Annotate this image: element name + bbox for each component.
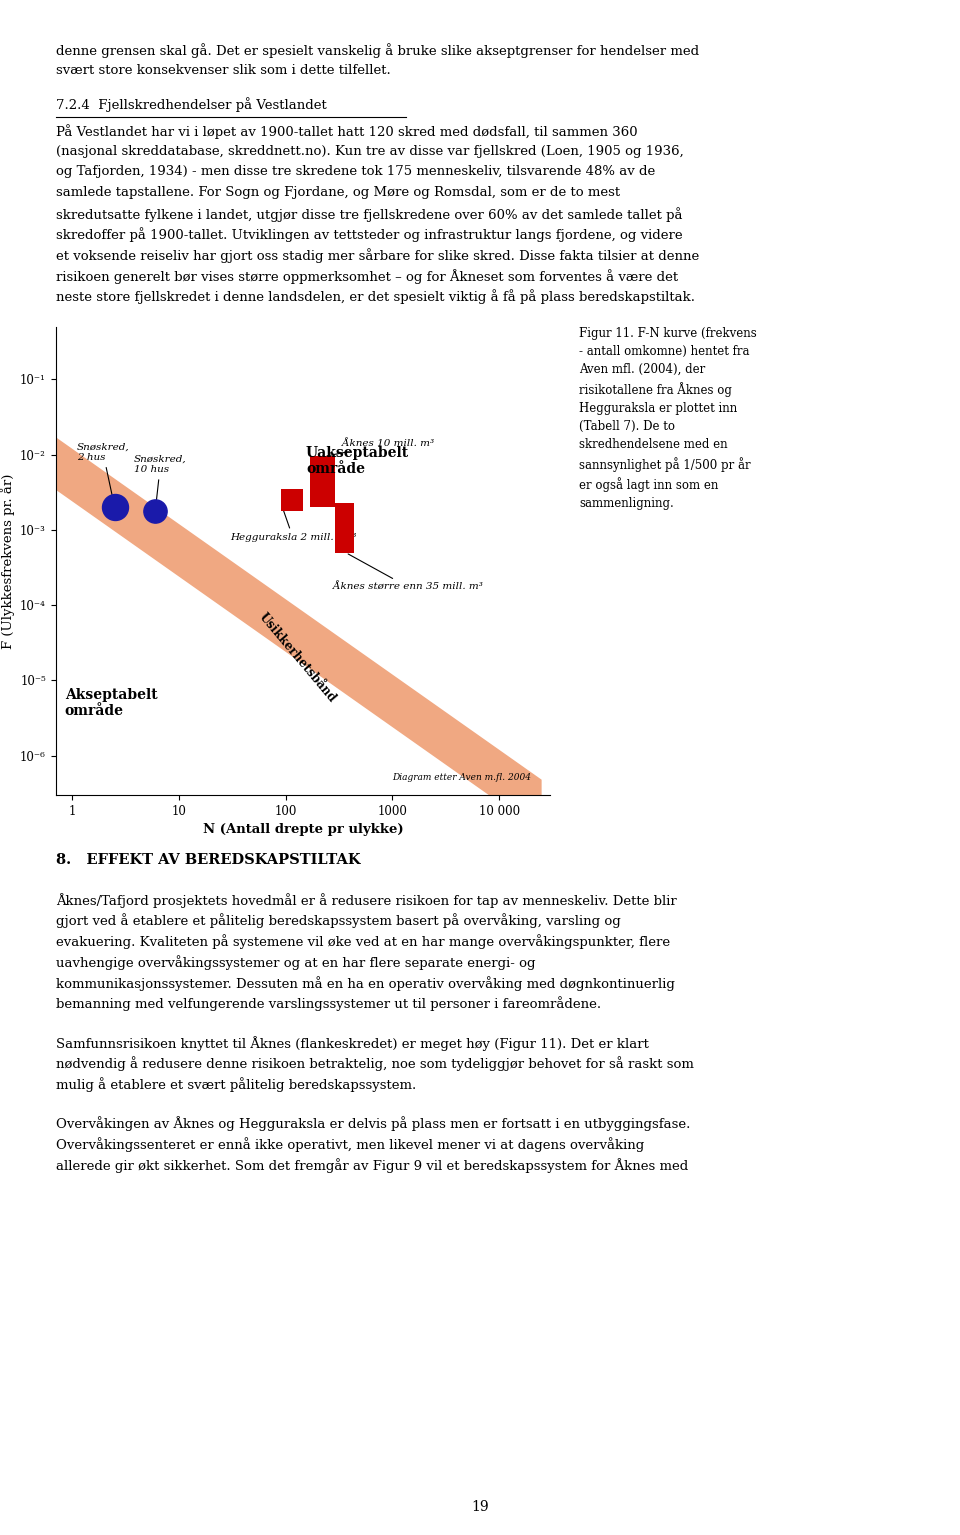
Y-axis label: F (Ulykkesfrekvens pr. år): F (Ulykkesfrekvens pr. år) xyxy=(0,473,14,649)
Text: allerede gir økt sikkerhet. Som det fremgår av Figur 9 vil et beredskapssystem f: allerede gir økt sikkerhet. Som det frem… xyxy=(56,1157,688,1173)
Text: mulig å etablere et svært pålitelig beredskapssystem.: mulig å etablere et svært pålitelig bere… xyxy=(56,1078,416,1091)
Text: 8.   EFFEKT AV BEREDSKAPSTILTAK: 8. EFFEKT AV BEREDSKAPSTILTAK xyxy=(56,853,360,867)
Text: Åknes 10 mill. m³: Åknes 10 mill. m³ xyxy=(327,439,435,456)
Text: 7.2.4  Fjellskredhendelser på Vestlandet: 7.2.4 Fjellskredhendelser på Vestlandet xyxy=(56,97,326,112)
Text: og Tafjorden, 1934) - men disse tre skredene tok 175 menneskeliv, tilsvarende 48: og Tafjorden, 1934) - men disse tre skre… xyxy=(56,166,655,178)
Text: Akseptabelt
område: Akseptabelt område xyxy=(64,688,157,718)
Text: Figur 11. F-N kurve (frekvens
- antall omkomne) hentet fra
Aven mfl. (2004), der: Figur 11. F-N kurve (frekvens - antall o… xyxy=(579,327,756,510)
Text: samlede tapstallene. For Sogn og Fjordane, og Møre og Romsdal, som er de to mest: samlede tapstallene. For Sogn og Fjordan… xyxy=(56,186,620,200)
Text: bemanning med velfungerende varslingssystemer ut til personer i fareområdene.: bemanning med velfungerende varslingssys… xyxy=(56,996,601,1012)
Text: svært store konsekvenser slik som i dette tilfellet.: svært store konsekvenser slik som i dett… xyxy=(56,63,391,77)
Text: kommunikasjonssystemer. Dessuten må en ha en operativ overvåking med døgnkontinu: kommunikasjonssystemer. Dessuten må en h… xyxy=(56,976,675,990)
Text: På Vestlandet har vi i løpet av 1900-tallet hatt 120 skred med dødsfall, til sam: På Vestlandet har vi i løpet av 1900-tal… xyxy=(56,124,637,138)
Bar xyxy=(280,490,303,511)
Polygon shape xyxy=(56,437,541,832)
Text: denne grensen skal gå. Det er spesielt vanskelig å bruke slike akseptgrenser for: denne grensen skal gå. Det er spesielt v… xyxy=(56,43,699,58)
Text: Overvåkingen av Åknes og Hegguraksla er delvis på plass men er fortsatt i en utb: Overvåkingen av Åknes og Hegguraksla er … xyxy=(56,1116,690,1131)
Text: Åknes større enn 35 mill. m³: Åknes større enn 35 mill. m³ xyxy=(333,554,483,591)
Point xyxy=(107,494,122,519)
X-axis label: N (Antall drepte pr ulykke): N (Antall drepte pr ulykke) xyxy=(203,823,403,837)
Text: skredutsatte fylkene i landet, utgjør disse tre fjellskredene over 60% av det sa: skredutsatte fylkene i landet, utgjør di… xyxy=(56,207,683,221)
Bar xyxy=(335,503,354,553)
Text: Åknes/Tafjord prosjektets hovedmål er å redusere risikoen for tap av menneskeliv: Åknes/Tafjord prosjektets hovedmål er å … xyxy=(56,893,677,907)
Text: et voksende reiseliv har gjort oss stadig mer sårbare for slike skred. Disse fak: et voksende reiseliv har gjort oss stadi… xyxy=(56,249,699,262)
Text: neste store fjellskredet i denne landsdelen, er det spesielt viktig å få på plas: neste store fjellskredet i denne landsde… xyxy=(56,290,695,304)
Text: Snøskred,
2 hus: Snøskred, 2 hus xyxy=(77,442,130,505)
Text: Usikkerhetsbånd: Usikkerhetsbånd xyxy=(256,611,339,705)
Text: Samfunnsrisikoen knyttet til Åknes (flankeskredet) er meget høy (Figur 11). Det : Samfunnsrisikoen knyttet til Åknes (flan… xyxy=(56,1036,649,1050)
Text: nødvendig å redusere denne risikoen betraktelig, noe som tydeliggjør behovet for: nødvendig å redusere denne risikoen betr… xyxy=(56,1056,693,1071)
Text: 19: 19 xyxy=(471,1500,489,1515)
Text: uavhengige overvåkingssystemer og at en har flere separate energi- og: uavhengige overvåkingssystemer og at en … xyxy=(56,955,535,970)
Text: Hegguraksla 2 mill. m⁻³: Hegguraksla 2 mill. m⁻³ xyxy=(229,505,356,542)
Point xyxy=(148,499,163,523)
Text: Overvåkingssenteret er ennå ikke operativt, men likevel mener vi at dagens overv: Overvåkingssenteret er ennå ikke operati… xyxy=(56,1137,644,1153)
Text: risikoen generelt bør vises større oppmerksomhet – og for Åkneset som forventes : risikoen generelt bør vises større oppme… xyxy=(56,269,678,284)
Text: Uakseptabelt
område: Uakseptabelt område xyxy=(306,447,409,476)
Text: skredoffer på 1900-tallet. Utviklingen av tettsteder og infrastruktur langs fjor: skredoffer på 1900-tallet. Utviklingen a… xyxy=(56,227,683,243)
Bar xyxy=(310,456,335,507)
Text: evakuering. Kvaliteten på systemene vil øke ved at en har mange overvåkingspunkt: evakuering. Kvaliteten på systemene vil … xyxy=(56,935,670,949)
Text: (nasjonal skreddatabase, skreddnett.no). Kun tre av disse var fjellskred (Loen, : (nasjonal skreddatabase, skreddnett.no).… xyxy=(56,144,684,158)
Text: Diagram etter Aven m.fl. 2004: Diagram etter Aven m.fl. 2004 xyxy=(393,772,531,781)
Text: gjort ved å etablere et pålitelig beredskapssystem basert på overvåking, varslin: gjort ved å etablere et pålitelig bereds… xyxy=(56,913,620,929)
Text: Snøskred,
10 hus: Snøskred, 10 hus xyxy=(134,454,187,508)
